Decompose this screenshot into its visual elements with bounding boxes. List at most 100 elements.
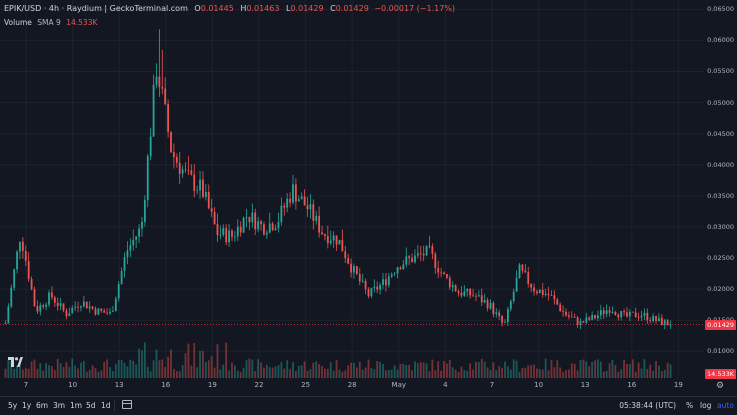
volume-bar	[562, 371, 564, 378]
volume-bar	[567, 369, 570, 378]
candle-body	[655, 315, 657, 322]
volume-bar	[463, 370, 466, 378]
range-1m-button[interactable]: 1m	[70, 401, 83, 410]
volume-bar	[576, 370, 579, 378]
symbol-title[interactable]: EPIK/USD · 4h · Raydium | GeckoTerminal.…	[4, 4, 188, 13]
candle-body	[448, 277, 451, 288]
candle-body	[193, 174, 196, 191]
candle-body	[591, 314, 594, 320]
candle-body	[565, 311, 567, 316]
candle-body	[492, 303, 495, 315]
candle-body	[39, 305, 42, 312]
candle-body	[126, 250, 129, 258]
volume-bar	[579, 360, 582, 378]
candle-body	[94, 308, 97, 315]
volume-bar	[202, 350, 204, 378]
candle-body	[553, 295, 556, 300]
candle-body	[228, 230, 230, 243]
candlestick-chart[interactable]	[0, 0, 704, 378]
range-3m-button[interactable]: 3m	[53, 401, 66, 410]
time-axis[interactable]: 7 10 13 16 19 22 25 28 May 4 7 10 13 16 19	[0, 378, 704, 396]
candle-body	[88, 306, 91, 309]
volume-bar	[7, 360, 10, 378]
tradingview-logo[interactable]	[8, 356, 23, 368]
price-axis[interactable]: 0.06500 0.06000 0.05500 0.05000 0.04500 0.040…	[704, 0, 737, 379]
volume-bar	[27, 368, 30, 378]
candle-body	[204, 192, 207, 197]
volume-legend[interactable]: Volume SMA 9 14.533K	[4, 18, 97, 27]
volume-bar	[440, 370, 443, 378]
candle-body	[309, 204, 312, 210]
candle-body	[77, 306, 79, 308]
volume-bar	[13, 368, 16, 378]
candle-body	[512, 291, 515, 301]
volume-bar	[245, 360, 248, 378]
candle-body	[556, 299, 559, 305]
volume-bar	[512, 359, 515, 378]
price-tick-label: 0.01000	[707, 347, 734, 356]
candle-body	[446, 274, 448, 278]
range-5d-button[interactable]: 5d	[86, 401, 96, 410]
candle-body	[475, 295, 477, 297]
volume-bar	[120, 359, 123, 378]
volume-bar	[652, 370, 655, 378]
volume-bar	[33, 359, 36, 378]
range-5y-button[interactable]: 5y	[8, 401, 18, 410]
volume-bar	[498, 366, 501, 378]
auto-scale-button[interactable]: auto	[717, 401, 734, 410]
calendar-icon[interactable]	[122, 400, 132, 409]
candle-body	[303, 196, 306, 206]
volume-bar	[274, 366, 277, 378]
candle-body	[155, 76, 158, 85]
volume-bar	[112, 371, 114, 378]
volume-bar	[42, 370, 45, 378]
candle-body	[245, 216, 248, 218]
candle-body	[597, 315, 599, 319]
candle-body	[184, 169, 187, 171]
candle-body	[324, 234, 326, 236]
volume-bar	[271, 367, 274, 378]
volume-bar	[390, 369, 393, 378]
range-1y-button[interactable]: 1y	[22, 401, 32, 410]
percent-scale-button[interactable]: %	[686, 401, 694, 410]
range-1d-button[interactable]: 1d	[101, 401, 111, 410]
candle-body	[507, 309, 509, 323]
volume-bar	[216, 344, 219, 378]
chart-area[interactable]	[0, 0, 704, 378]
candle-body	[602, 310, 605, 315]
volume-bar	[175, 371, 178, 378]
gear-icon[interactable]: ⚙	[716, 381, 725, 391]
volume-bar	[312, 362, 315, 378]
candle-body	[608, 310, 611, 313]
candle-body	[178, 162, 181, 174]
volume-bar	[225, 342, 228, 378]
volume-bar	[85, 371, 88, 378]
volume-bar	[315, 361, 318, 378]
volume-bar	[100, 370, 103, 378]
volume-bar	[446, 363, 448, 378]
volume-bar	[489, 369, 492, 378]
candle-body	[434, 253, 437, 269]
candle-body	[617, 314, 620, 318]
volume-bar	[207, 360, 210, 378]
utc-clock[interactable]: 05:38:44 (UTC)	[619, 401, 676, 410]
candle-body	[239, 226, 242, 233]
candle-body	[559, 304, 562, 311]
candle-body	[498, 312, 501, 317]
log-scale-button[interactable]: log	[700, 401, 712, 410]
price-tick-label: 0.04500	[707, 129, 734, 138]
volume-bar	[588, 366, 591, 378]
candle-body	[213, 211, 216, 225]
volume-bar	[472, 369, 474, 378]
range-6m-button[interactable]: 6m	[36, 401, 49, 410]
candle-body	[361, 280, 364, 282]
volume-bar	[428, 371, 431, 378]
volume-bar	[219, 369, 222, 378]
volume-bar	[660, 371, 663, 378]
volume-bar	[353, 363, 355, 378]
candle-body	[620, 311, 623, 318]
candle-body	[231, 230, 233, 237]
candle-body	[385, 279, 387, 286]
candle-body	[350, 263, 352, 273]
candle-body	[242, 217, 245, 233]
